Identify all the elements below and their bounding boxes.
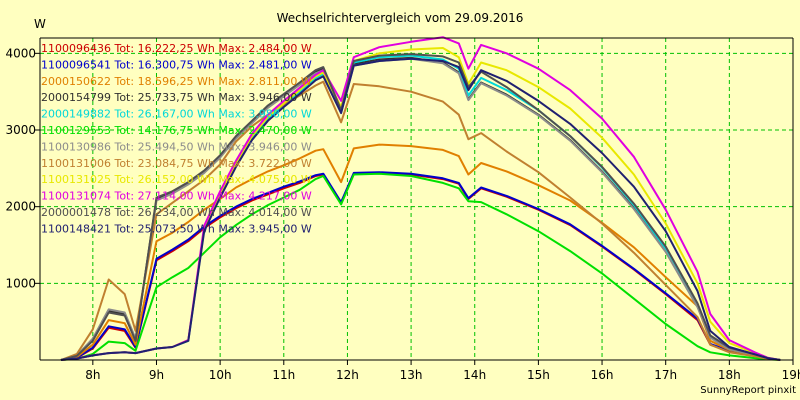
legend: 1100096436 Tot: 16.222,25 Wh Max: 2.484,… [41,42,312,235]
plot-area [40,38,793,360]
x-tick-label: 15h [527,368,550,382]
x-tick-label: 8h [85,368,100,382]
axes [39,37,794,361]
chart-title: Wechselrichtervergleich vom 29.09.2016 [277,11,524,25]
legend-entry: 1100131006 Tot: 23.084,75 Wh Max: 3.722,… [41,157,312,170]
legend-entry: 1100096436 Tot: 16.222,25 Wh Max: 2.484,… [41,42,312,55]
x-tick-label: 10h [209,368,232,382]
legend-entry: 1100096541 Tot: 16.300,75 Wh Max: 2.481,… [41,58,312,71]
x-tick-label: 19h [782,368,800,382]
y-tick-label: 1000 [5,276,36,290]
x-tick-label: 14h [463,368,486,382]
x-tick-label: 13h [400,368,423,382]
y-tick-label: 4000 [5,46,36,60]
x-tick-label: 18h [718,368,741,382]
x-tick-label: 16h [591,368,614,382]
series-line-5 [60,172,781,361]
x-tick-label: 12h [336,368,359,382]
y-tick-label: 2000 [5,200,36,214]
legend-entry: 2000001478 Tot: 26.234,00 Wh Max: 4.014,… [41,206,312,219]
legend-entry: 2000154799 Tot: 25.733,75 Wh Max: 3.946,… [41,91,312,104]
x-tick-label: 17h [654,368,677,382]
series-line-11 [60,57,781,361]
footer-credit: SunnyReport pinxit [700,385,796,396]
series-line-2 [60,143,781,361]
legend-entry: 1100129553 Tot: 14.176,75 Wh Max: 2.470,… [41,124,312,137]
legend-entry: 1100131025 Tot: 26.152,00 Wh Max: 4.075,… [41,173,312,186]
y-tick-label: 3000 [5,123,36,137]
legend-entry: 2000150622 Tot: 18.596,25 Wh Max: 2.811,… [41,75,312,88]
legend-entry: 1100131074 Tot: 27.114,00 Wh Max: 4.217,… [41,190,312,203]
tick-labels: 8h 9h 10h 11h 12h 13h 14h 15h 16h 17h 18h 19h 1000 20… [5,46,800,382]
x-tick-label: 11h [272,368,295,382]
series-lines [60,36,781,361]
y-axis-label: W [34,17,46,31]
legend-entry: 2000149882 Tot: 26.167,00 Wh Max: 3.988,… [41,108,312,121]
legend-entry: 1100130986 Tot: 25.494,50 Wh Max: 3.946,… [41,140,312,153]
x-tick-label: 9h [149,368,164,382]
legend-entry: 1100148421 Tot: 25.073,50 Wh Max: 3.945,… [41,222,312,235]
series-line-7 [60,80,781,361]
